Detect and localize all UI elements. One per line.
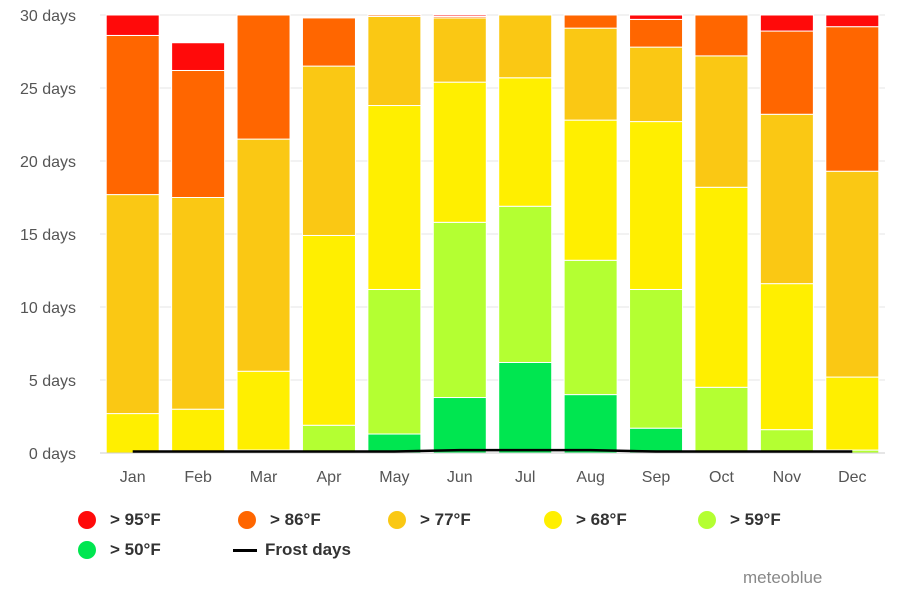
- x-tick-label: Aug: [576, 469, 604, 486]
- bar-segment: [825, 26, 880, 172]
- x-tick-label: Mar: [250, 469, 278, 486]
- bar-segment: [432, 17, 487, 83]
- bar-segment: [498, 205, 553, 363]
- bar-segment: [498, 77, 553, 207]
- bar-segment: [236, 138, 291, 372]
- y-tick-label: 5 days: [29, 373, 76, 390]
- legend-item[interactable]: > 86°F: [238, 510, 321, 530]
- bar-segment: [825, 14, 880, 28]
- bar-segment: [301, 424, 356, 454]
- legend-item[interactable]: > 95°F: [78, 510, 161, 530]
- bar-segment: [629, 46, 684, 123]
- bar-segment: [825, 376, 880, 451]
- bar-segment: [432, 221, 487, 399]
- bar-segment: [301, 17, 356, 67]
- x-tick-label: Sep: [642, 469, 671, 486]
- bar-segment: [629, 427, 684, 454]
- bar-segment: [105, 413, 160, 454]
- x-tick-label: Oct: [709, 469, 734, 486]
- bar-segment: [367, 105, 422, 290]
- legend-label: > 95°F: [110, 510, 161, 529]
- bar-segment: [694, 14, 749, 57]
- legend-item[interactable]: > 68°F: [544, 510, 627, 530]
- legend-dot-icon: [388, 511, 406, 529]
- y-tick-label: 30 days: [20, 8, 76, 25]
- legend-label: > 50°F: [110, 540, 161, 559]
- bar-segment: [171, 69, 226, 198]
- bar-segment: [629, 121, 684, 290]
- legend-label: > 77°F: [420, 510, 471, 529]
- x-tick-label: Nov: [773, 469, 801, 486]
- bar-segment: [759, 429, 814, 454]
- bar-segment: [629, 14, 684, 20]
- x-tick-label: Jul: [515, 469, 535, 486]
- bar-segment: [171, 197, 226, 410]
- bar-segment: [236, 14, 291, 140]
- bar-segment: [105, 194, 160, 415]
- legend-label: Frost days: [265, 540, 351, 559]
- bar-segment: [694, 386, 749, 453]
- bar-segment: [629, 288, 684, 429]
- bar-segment: [759, 30, 814, 115]
- bar-segment: [432, 81, 487, 223]
- bar-segment: [367, 15, 422, 107]
- x-tick-label: Apr: [317, 469, 343, 486]
- legend-label: > 68°F: [576, 510, 627, 529]
- bar-segment: [432, 14, 487, 17]
- y-tick-label: 25 days: [20, 81, 76, 98]
- x-tick-label: May: [379, 469, 409, 486]
- bar-segment: [629, 18, 684, 48]
- bar-segment: [563, 394, 618, 454]
- bar-segment: [432, 397, 487, 454]
- legend-label: > 86°F: [270, 510, 321, 529]
- bar-segment: [694, 55, 749, 188]
- legend-dot-icon: [78, 541, 96, 559]
- frost-days-line: [132, 448, 853, 453]
- bar-segment: [759, 283, 814, 431]
- y-tick-label: 0 days: [29, 446, 76, 463]
- bar-segment: [105, 34, 160, 196]
- legend-dot-icon: [78, 511, 96, 529]
- bar-segment: [498, 14, 553, 79]
- bar-segment: [367, 288, 422, 435]
- x-tick-label: Jun: [447, 469, 473, 486]
- bar-segment: [367, 14, 422, 17]
- x-tick-label: Feb: [184, 469, 212, 486]
- stacked-bar-chart: 0 days 5 days 10 days 15 days 20 days 25 days…: [20, 8, 885, 486]
- legend-line-icon: [233, 548, 257, 552]
- legend-item[interactable]: Frost days: [233, 540, 351, 560]
- legend-dot-icon: [544, 511, 562, 529]
- bar-segment: [498, 361, 553, 454]
- bar-segment: [759, 14, 814, 32]
- bar-segment: [171, 408, 226, 454]
- legend-item[interactable]: > 77°F: [388, 510, 471, 530]
- bar-segment: [825, 170, 880, 378]
- x-tick-label: Jan: [120, 469, 146, 486]
- credit-text: meteoblue: [743, 568, 823, 587]
- legend-item[interactable]: > 59°F: [698, 510, 781, 530]
- bar-segment: [563, 14, 618, 29]
- legend-label: > 59°F: [730, 510, 781, 529]
- bar-segment: [301, 234, 356, 426]
- bar-segment: [171, 42, 226, 71]
- bar-segment: [236, 370, 291, 451]
- y-tick-label: 20 days: [20, 154, 76, 171]
- bar-segment: [694, 186, 749, 388]
- y-tick-label: 10 days: [20, 300, 76, 317]
- bar-segment: [563, 119, 618, 261]
- bar-segment: [301, 65, 356, 236]
- x-tick-label: Dec: [838, 469, 866, 486]
- legend-dot-icon: [238, 511, 256, 529]
- bar-segment: [563, 259, 618, 396]
- bar-segment: [759, 113, 814, 285]
- legend-item[interactable]: > 50°F: [78, 540, 161, 560]
- bar-segment: [105, 14, 160, 36]
- legend-dot-icon: [698, 511, 716, 529]
- y-tick-label: 15 days: [20, 227, 76, 244]
- bar-segment: [563, 27, 618, 121]
